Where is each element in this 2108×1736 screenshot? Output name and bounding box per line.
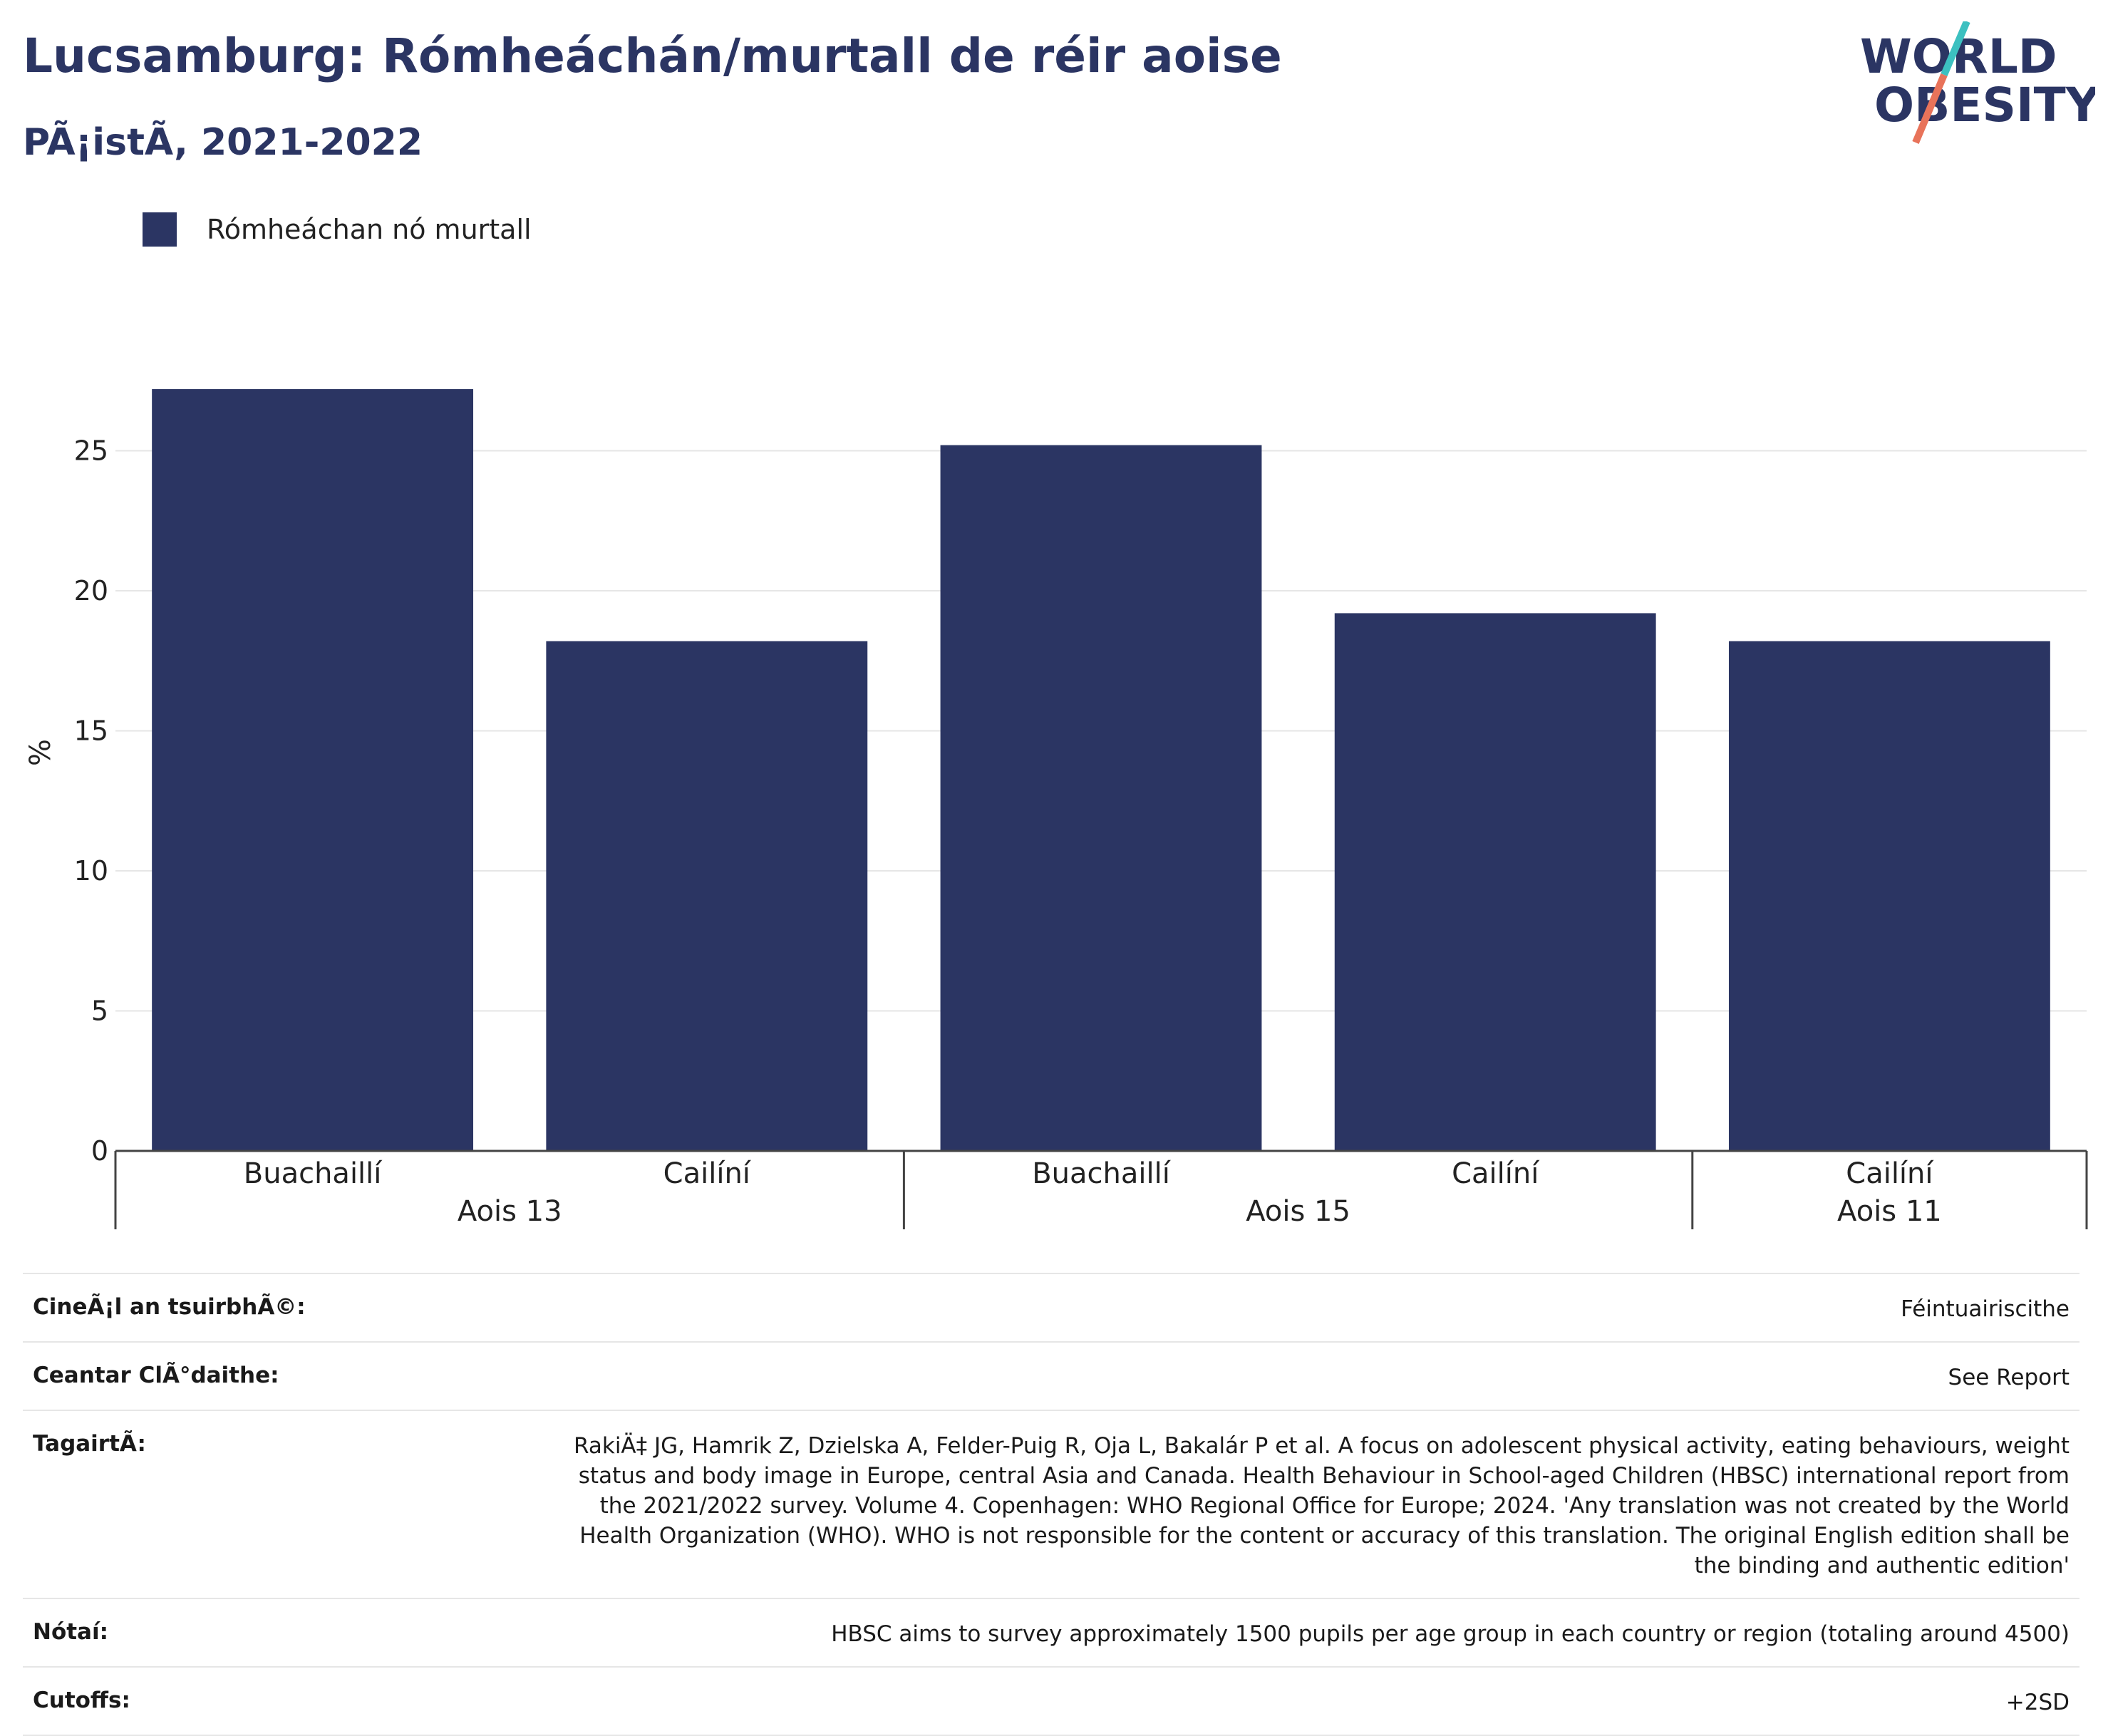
y-tick-label: 15 [74,715,108,747]
x-category-label: Cailíní [1452,1157,1540,1190]
meta-row-reference: TagairtÃ: RakiÄ‡ JG, Hamrik Z, Dzielska … [23,1410,2079,1598]
x-category-label: Buachaillí [1032,1157,1172,1190]
x-category-label: Cailíní [1846,1157,1934,1190]
world-obesity-logo: WORLD OBESITY [1860,21,2095,144]
meta-value: See Report [1948,1365,2070,1390]
meta-value: Féintuairiscithe [1901,1296,2070,1322]
meta-row-survey-type: CineÃ¡l an tsuirbhÃ©: Féintuairiscithe [23,1273,2079,1341]
x-category-label: Buachaillí [244,1157,383,1190]
logo-slash-top [1941,21,1970,76]
bar [940,445,1262,1151]
meta-key: CineÃ¡l an tsuirbhÃ©: [33,1294,306,1320]
meta-row-cutoffs: Cutoffs: +2SD [23,1666,2079,1736]
meta-row-coverage: Ceantar ClÃ°daithe: See Report [23,1341,2079,1410]
y-axis-label: % [24,739,57,766]
chart-subtitle: PÃ¡istÃ, 2021-2022 [23,121,423,164]
meta-key: Cutoffs: [33,1688,130,1713]
meta-key: Nótaí: [33,1619,109,1645]
y-tick-label: 5 [91,996,108,1027]
y-tick-label: 0 [91,1135,108,1167]
bar [546,641,868,1151]
meta-key: Ceantar ClÃ°daithe: [33,1363,279,1388]
x-group-label: Aois 13 [458,1195,562,1228]
x-category-label: Cailíní [663,1157,752,1190]
legend-label: Rómheáchan nó murtall [207,214,532,245]
bar-chart: 0 5 10 15 20 25% Buachaillí Cailíní Aois 13 Buach… [24,389,2088,1229]
logo-slash-bottom [1912,73,1948,144]
meta-value: RakiÄ‡ JG, Hamrik Z, Dzielska A, Felder-… [574,1433,2070,1579]
y-tick-label: 20 [74,575,108,606]
meta-key: TagairtÃ: [33,1431,146,1457]
y-tick-label: 25 [74,435,108,467]
meta-row-notes: Nótaí: HBSC aims to survey approximately… [23,1598,2079,1666]
x-group-label: Aois 11 [1837,1195,1942,1228]
x-group-label: Aois 15 [1246,1195,1350,1228]
legend: Rómheáchan nó murtall [143,212,532,247]
metadata-table: CineÃ¡l an tsuirbhÃ©: Féintuairiscithe C… [23,1273,2079,1736]
chart-title: Lucsamburg: Rómheáchán/murtall de réir a… [23,29,1282,83]
bar [1334,613,1656,1151]
meta-value: +2SD [2005,1690,2070,1715]
logo-line2: OBESITY [1874,78,2095,133]
meta-value: HBSC aims to survey approximately 1500 p… [831,1621,2070,1647]
bar [1728,641,2050,1151]
y-tick-label: 10 [74,855,108,887]
bar [152,389,474,1151]
legend-swatch [143,212,177,247]
